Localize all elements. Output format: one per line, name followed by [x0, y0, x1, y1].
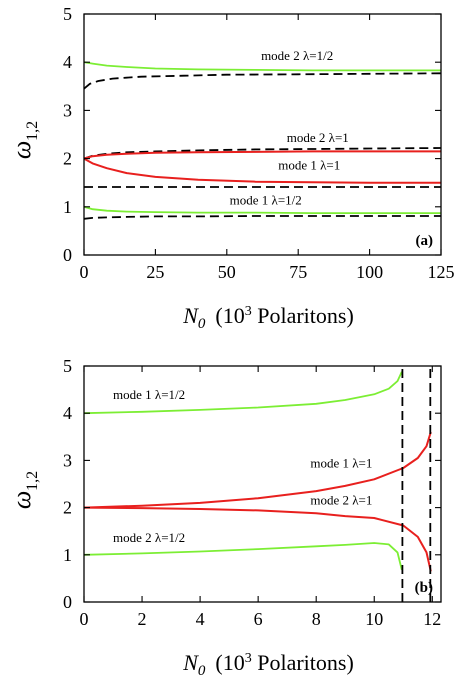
x-tick-label: 8	[312, 609, 321, 629]
series-line-3	[84, 150, 441, 160]
y-tick-label: 0	[63, 592, 72, 612]
mode-annotation: mode 2 λ=1/2	[261, 48, 333, 63]
plot-frame	[83, 13, 442, 256]
y-tick-label: 2	[63, 498, 72, 518]
x-tick-label: 125	[428, 262, 455, 282]
y-axis-label: ω1,2	[7, 471, 41, 509]
x-tick-label: 25	[146, 262, 164, 282]
y-tick-label: 5	[63, 4, 72, 24]
mode-annotation: mode 2 λ=1/2	[113, 530, 185, 545]
series-group	[84, 61, 441, 220]
x-tick-label: 0	[80, 609, 89, 629]
series-line-1	[84, 72, 441, 90]
y-tick-label: 4	[63, 403, 72, 423]
y-tick-label: 3	[63, 450, 72, 470]
panel-label: (b)	[415, 580, 433, 596]
series-line-0	[84, 61, 441, 72]
y-tick-label: 1	[63, 197, 72, 217]
x-tick-label: 10	[365, 609, 383, 629]
mode-annotation: mode 1 λ=1/2	[230, 192, 302, 207]
y-tick-label: 4	[63, 52, 72, 72]
series-line-2	[84, 431, 432, 509]
series-line-6	[84, 205, 441, 214]
x-tick-label: 50	[218, 262, 236, 282]
mode-annotation: mode 2 λ=1	[310, 492, 372, 507]
x-tick-label: 75	[289, 262, 307, 282]
series-line-1	[84, 542, 403, 571]
y-axis-label: ω1,2	[7, 121, 41, 159]
mode-annotation: mode 1 λ=1	[310, 455, 372, 470]
series-line-4	[84, 157, 441, 184]
plot-frame	[83, 365, 442, 603]
x-tick-label: 6	[254, 609, 263, 629]
mode-annotation: mode 1 λ=1	[278, 158, 340, 173]
series-line-7	[84, 215, 441, 220]
x-axis-title: N0 (103 Polaritons)	[182, 650, 354, 679]
x-axis-title: N0 (103 Polaritons)	[182, 303, 354, 332]
x-tick-label: 4	[196, 609, 205, 629]
series-line-3	[84, 506, 432, 572]
y-tick-label: 3	[63, 100, 72, 120]
series-line-0	[84, 371, 403, 415]
x-tick-label: 100	[356, 262, 383, 282]
y-tick-label: 1	[63, 545, 72, 565]
y-tick-label: 2	[63, 149, 72, 169]
mode-annotation: mode 2 λ=1	[287, 130, 349, 145]
x-tick-label: 0	[80, 262, 89, 282]
y-tick-label: 5	[63, 356, 72, 376]
y-tick-label: 0	[63, 245, 72, 265]
series-group	[84, 366, 432, 602]
chart-panel-a: 0 25 50 75 100 125 0 1 2 3 4 5 mode 2 λ=1/2 mode 2 λ=…	[7, 4, 455, 332]
x-tick-label: 12	[423, 609, 441, 629]
x-tick-label: 2	[138, 609, 147, 629]
panel-label: (a)	[416, 233, 434, 249]
mode-annotation: mode 1 λ=1/2	[113, 387, 185, 402]
